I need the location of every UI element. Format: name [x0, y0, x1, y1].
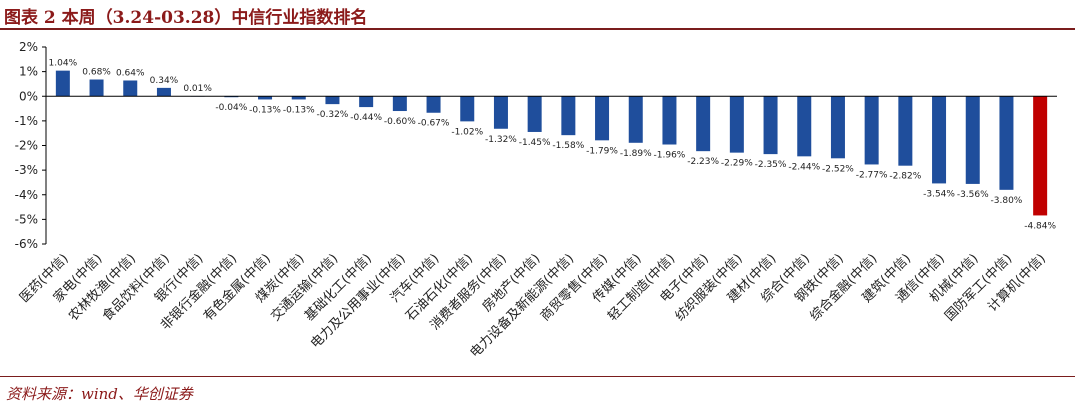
y-tick-label: -3% [15, 163, 38, 177]
source-note: 资料来源：wind、华创证券 [6, 385, 193, 403]
data-label: -2.77% [856, 170, 888, 180]
bar [359, 96, 374, 108]
bar [595, 96, 610, 141]
data-label: -1.45% [519, 138, 551, 148]
bar [763, 96, 778, 155]
bar [932, 96, 947, 184]
y-tick-label: 0% [19, 89, 38, 103]
data-label: -0.60% [384, 117, 416, 127]
y-tick-label: -6% [15, 237, 38, 251]
bar-chart: 2%1%0%-1%-2%-3%-4%-5%-6%1.04%医药(中信)0.68%… [15, 40, 1057, 361]
y-tick-label: 1% [19, 65, 38, 79]
data-label: -4.84% [1024, 221, 1056, 231]
source-divider [0, 376, 1075, 377]
title-bar: 图表 2 本周（3.24-03.28）中信行业指数排名 [0, 0, 1075, 30]
data-label: -2.29% [721, 159, 753, 169]
data-label: -0.04% [215, 103, 247, 113]
data-label: -0.13% [249, 105, 281, 115]
figure-title: 图表 2 本周（3.24-03.28）中信行业指数排名 [4, 8, 368, 28]
data-label: 0.64% [116, 68, 145, 78]
bar [527, 96, 542, 132]
data-label: -0.44% [350, 113, 382, 123]
bar [325, 96, 340, 105]
data-label: -1.02% [451, 127, 483, 137]
bar [123, 80, 138, 97]
bar [426, 96, 441, 113]
y-tick-label: -5% [15, 212, 38, 226]
bar [156, 87, 171, 97]
bar [898, 96, 913, 166]
data-label: 1.04% [49, 59, 78, 69]
data-label: -1.96% [654, 151, 686, 161]
data-label: -2.52% [822, 164, 854, 174]
y-tick-label: -2% [15, 139, 38, 153]
bar [460, 96, 475, 122]
bar [696, 96, 711, 152]
data-label: -2.82% [889, 172, 921, 182]
bar [493, 96, 508, 129]
bar [864, 96, 879, 165]
data-label: 0.68% [82, 68, 111, 78]
data-label: -2.23% [687, 157, 719, 167]
data-label: -1.58% [552, 141, 584, 151]
data-label: -3.54% [923, 189, 955, 199]
data-label: -1.89% [620, 149, 652, 159]
data-label: 0.01% [183, 84, 212, 94]
bar [999, 96, 1014, 190]
bar [628, 96, 643, 143]
data-label: 0.34% [150, 76, 179, 86]
data-label: -1.79% [586, 146, 618, 156]
bar [965, 96, 980, 184]
bar [55, 70, 70, 97]
y-tick-label: -1% [15, 114, 38, 128]
bar [392, 96, 407, 112]
bar [729, 96, 744, 153]
data-label: -1.32% [485, 135, 517, 145]
bar [1033, 96, 1048, 216]
bar [561, 96, 576, 136]
bar [258, 96, 273, 100]
bar [291, 96, 306, 100]
data-label: -0.67% [418, 119, 450, 129]
y-tick-label: 2% [19, 40, 38, 54]
bar [662, 96, 677, 145]
y-tick-label: -4% [15, 188, 38, 202]
bar [89, 79, 104, 97]
bar [830, 96, 845, 159]
data-label: -0.13% [283, 105, 315, 115]
data-label: -0.32% [317, 110, 349, 120]
bar [797, 96, 812, 157]
data-label: -3.56% [957, 190, 989, 200]
data-label: -2.35% [755, 160, 787, 170]
data-label: -2.44% [788, 162, 820, 172]
data-label: -3.80% [991, 196, 1023, 206]
